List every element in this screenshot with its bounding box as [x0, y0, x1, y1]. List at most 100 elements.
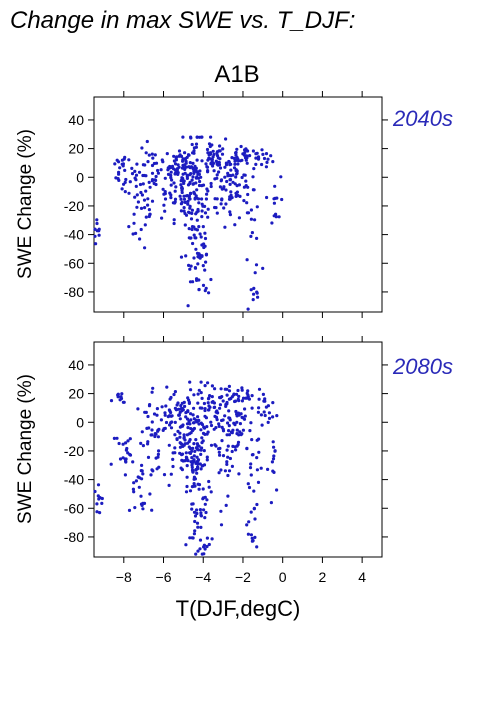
scatter-point	[179, 255, 184, 259]
scatter-point	[175, 437, 179, 441]
scatter-point	[182, 197, 187, 201]
scatter-point	[139, 227, 143, 232]
scatter-point	[138, 237, 142, 241]
scatter-point	[144, 189, 148, 193]
scatter-point	[117, 441, 121, 446]
scatter-point	[189, 191, 193, 196]
scatter-point	[178, 194, 182, 198]
scatter-point	[178, 441, 182, 445]
scatter-point	[191, 413, 195, 417]
scatter-point	[214, 206, 218, 210]
scatter-point	[265, 160, 269, 164]
scatter-point	[190, 208, 194, 212]
scatter-point	[140, 146, 144, 150]
scatter-point	[205, 147, 210, 152]
scatter-point	[133, 506, 137, 510]
scatter-point	[150, 390, 154, 394]
scatter-point	[202, 552, 206, 556]
scatter-point	[225, 400, 229, 405]
scatter-point	[97, 497, 101, 501]
scatter-point	[218, 166, 223, 170]
scatter-point	[256, 480, 261, 484]
scatter-point	[183, 459, 187, 463]
scatter-point	[156, 171, 160, 175]
scatter-point	[216, 411, 220, 415]
scatter-point	[192, 421, 196, 425]
scatter-point	[187, 401, 191, 405]
scatter-point	[100, 501, 104, 505]
scatter-point	[178, 425, 182, 429]
scatter-point	[179, 179, 183, 183]
scatter-point	[95, 502, 99, 506]
scatter-point	[200, 184, 204, 188]
scatter-point	[209, 490, 213, 494]
scatter-point	[148, 185, 152, 189]
scatter-point	[209, 443, 214, 447]
scatter-point	[236, 411, 241, 415]
scatter-point	[240, 399, 244, 403]
scatter-point	[147, 153, 151, 157]
scatter-point	[215, 151, 219, 155]
scatter-point	[211, 149, 215, 153]
scatter-point	[193, 514, 198, 518]
scatter-point	[133, 195, 137, 199]
scatter-point	[203, 268, 207, 272]
scatter-point	[272, 454, 276, 458]
scatter-point	[154, 432, 158, 436]
scatter-point	[152, 412, 157, 416]
scatter-point	[144, 151, 148, 155]
scatter-point	[198, 169, 202, 173]
scatter-point	[234, 158, 238, 162]
scatter-point	[254, 263, 259, 267]
scatter-point	[179, 154, 184, 158]
scatter-point	[217, 471, 221, 475]
scatter-point	[181, 135, 185, 139]
scatter-point	[197, 201, 201, 205]
scatter-point	[142, 198, 147, 202]
scatter-point	[203, 432, 207, 436]
scatter-point	[253, 535, 257, 540]
scatter-point	[226, 171, 230, 175]
scatter-point	[146, 455, 151, 459]
scatter-point	[218, 406, 222, 410]
scatter-point	[244, 147, 248, 151]
scatter-point	[150, 508, 154, 512]
scatter-point	[124, 460, 128, 464]
scatter-point	[260, 148, 264, 152]
scatter-point	[184, 455, 188, 459]
scatter-point	[225, 393, 229, 397]
scatter-point	[236, 193, 240, 198]
scatter-point	[238, 422, 242, 426]
scatter-point	[188, 211, 192, 215]
scatter-point	[249, 421, 253, 425]
scatter-point	[246, 482, 250, 486]
scatter-point	[161, 428, 165, 432]
scatter-point	[209, 161, 213, 165]
x-tick-label: 0	[279, 569, 287, 585]
scatter-point	[239, 144, 243, 149]
scatter-point	[162, 203, 166, 207]
scatter-point	[181, 423, 185, 427]
scatter-point	[198, 256, 202, 260]
scatter-point	[224, 137, 228, 141]
scatter-point	[145, 139, 149, 144]
scatter-point	[265, 195, 269, 200]
scatter-point	[218, 403, 222, 407]
scatter-point	[250, 536, 254, 540]
scatter-point	[186, 409, 190, 413]
scatter-point	[195, 228, 199, 232]
scatter-point	[150, 199, 155, 203]
scatter-point	[219, 523, 224, 527]
scatter-point	[223, 165, 227, 169]
scatter-point	[245, 201, 249, 205]
scatter-point	[234, 169, 238, 173]
scatter-point	[223, 225, 227, 229]
plot-frame	[93, 96, 383, 313]
scatter-point	[179, 404, 183, 408]
scatter-point	[263, 397, 267, 401]
scatter-point	[257, 406, 261, 410]
scatter-point	[277, 215, 281, 219]
scatter-point	[192, 233, 196, 237]
scatter-point	[194, 461, 198, 465]
scatter-point	[213, 414, 217, 418]
